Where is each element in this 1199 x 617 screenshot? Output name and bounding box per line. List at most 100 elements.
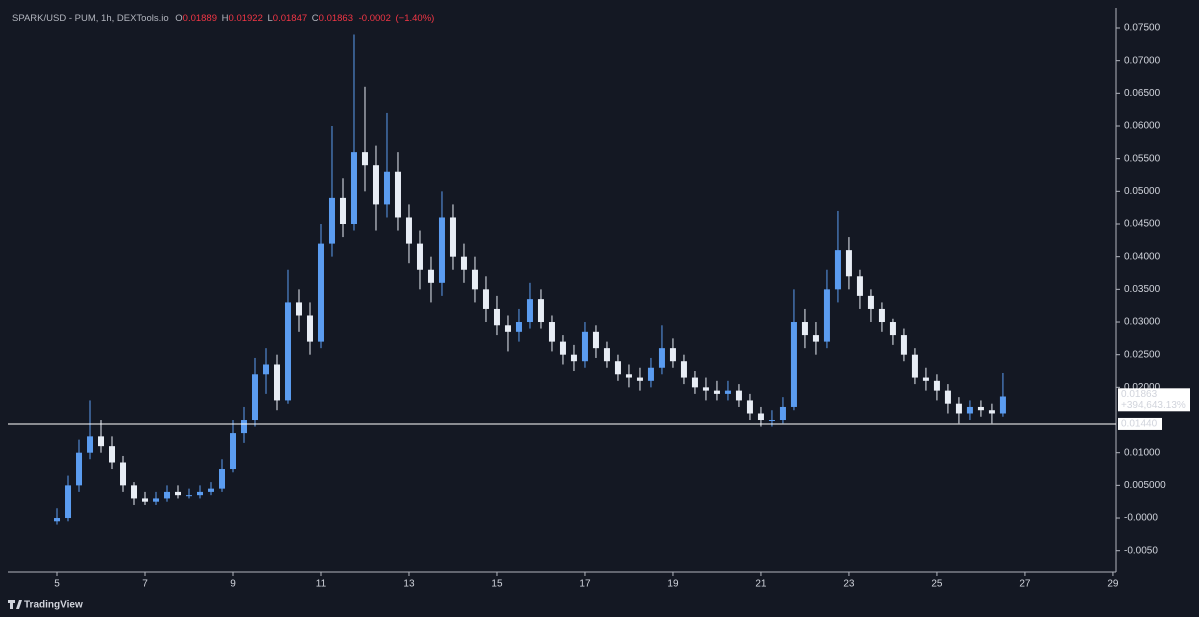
candle-body bbox=[361, 152, 368, 166]
y-tick-label: 0.07000 bbox=[1124, 55, 1161, 66]
x-tick-label: 11 bbox=[316, 579, 327, 590]
candle-body bbox=[438, 217, 445, 283]
candle-body bbox=[87, 436, 94, 453]
candle-body bbox=[944, 390, 951, 404]
y-tick-label: 0.05000 bbox=[1124, 186, 1161, 197]
candle-body bbox=[416, 243, 423, 270]
candle-body bbox=[548, 322, 555, 342]
candle-body bbox=[372, 165, 379, 205]
candle-body bbox=[526, 299, 533, 323]
x-tick-label: 25 bbox=[931, 579, 943, 590]
candle-body bbox=[867, 295, 874, 309]
candle-body bbox=[922, 377, 929, 381]
candle-body bbox=[218, 469, 225, 489]
candle-body bbox=[801, 322, 808, 336]
candle-body bbox=[142, 498, 149, 502]
x-tick-label: 29 bbox=[1107, 579, 1119, 590]
y-tick-label: 0.005000 bbox=[1124, 480, 1166, 491]
candle-body bbox=[383, 171, 390, 205]
candle-body bbox=[702, 387, 709, 391]
candle-body bbox=[977, 406, 984, 411]
candle-body bbox=[109, 446, 116, 463]
candle-body bbox=[570, 354, 577, 362]
candle-body bbox=[471, 269, 478, 290]
candle-body bbox=[339, 197, 346, 225]
x-tick-label: 7 bbox=[142, 579, 148, 590]
ohlc-value: 0.01889 bbox=[183, 13, 217, 24]
candle-body bbox=[933, 380, 940, 391]
y-tick-label: 0.04000 bbox=[1124, 251, 1161, 262]
y-tick-label: 0.07500 bbox=[1124, 23, 1161, 34]
candle-body bbox=[823, 289, 830, 342]
candle-body bbox=[768, 420, 775, 422]
candle-body bbox=[54, 518, 61, 522]
change-pct: (−1.40%) bbox=[396, 13, 435, 24]
candle-body bbox=[482, 289, 489, 309]
candle-body bbox=[207, 488, 214, 492]
change: -0.0002 bbox=[359, 13, 391, 24]
y-tick-label: 0.06500 bbox=[1124, 88, 1161, 99]
candle-body bbox=[790, 322, 797, 407]
candle-body bbox=[988, 410, 995, 414]
candle-body bbox=[153, 498, 160, 502]
candle-body bbox=[779, 406, 786, 421]
candle-body bbox=[603, 348, 610, 362]
x-tick-label: 15 bbox=[491, 579, 503, 590]
x-tick-label: 21 bbox=[755, 579, 767, 590]
candle-body bbox=[746, 400, 753, 414]
y-tick-label: -0.0000 bbox=[1124, 513, 1158, 524]
candle-body bbox=[955, 403, 962, 414]
candle-body bbox=[647, 367, 654, 381]
ohlc-key: L bbox=[268, 13, 273, 24]
y-tick-label: -0.0050 bbox=[1124, 545, 1158, 556]
candle-body bbox=[614, 361, 621, 375]
candle-body bbox=[262, 364, 269, 375]
candle-body bbox=[240, 420, 247, 434]
legend-header: SPARK/USD - PUM, 1h, DEXTools.io O0.0188… bbox=[12, 13, 434, 24]
y-tick-label: 0.02500 bbox=[1124, 349, 1161, 360]
y-tick-label: 0.03500 bbox=[1124, 284, 1161, 295]
candle-body bbox=[911, 354, 918, 378]
x-tick-label: 17 bbox=[579, 579, 591, 590]
x-tick-label: 9 bbox=[230, 579, 236, 590]
candle-body bbox=[713, 390, 720, 394]
candle-body bbox=[131, 485, 138, 499]
candle-body bbox=[164, 491, 171, 499]
candle-body bbox=[515, 322, 522, 332]
candle-body bbox=[251, 374, 258, 421]
candle-body bbox=[625, 374, 632, 378]
symbol-title: SPARK/USD - PUM, 1h, DEXTools.io bbox=[12, 13, 169, 24]
candle-body bbox=[229, 433, 236, 470]
ohlc-key: O bbox=[175, 13, 182, 24]
ohlc-value: 0.01847 bbox=[273, 13, 307, 24]
candle-body bbox=[834, 250, 841, 290]
candle-body bbox=[295, 302, 302, 316]
x-tick-label: 23 bbox=[843, 579, 855, 590]
candle-body bbox=[284, 302, 291, 401]
last-price-box bbox=[1118, 388, 1190, 412]
candle-body bbox=[186, 495, 193, 497]
candle-body bbox=[889, 322, 896, 336]
ohlc-key: H bbox=[222, 13, 229, 24]
hline-label: 0.01440 bbox=[1121, 419, 1158, 430]
candle-body bbox=[900, 335, 907, 355]
candle-body bbox=[581, 331, 588, 362]
x-tick-label: 5 bbox=[54, 579, 60, 590]
x-tick-label: 19 bbox=[667, 579, 679, 590]
y-tick-label: 0.05500 bbox=[1124, 153, 1161, 164]
last-change-label: +394,643.13% bbox=[1121, 400, 1186, 411]
y-tick-label: 0.06000 bbox=[1124, 121, 1161, 132]
candle-body bbox=[460, 256, 467, 270]
candle-body bbox=[735, 390, 742, 401]
candle-body bbox=[328, 197, 335, 244]
candle-body bbox=[196, 491, 203, 496]
candle-body bbox=[658, 348, 665, 368]
candle-body bbox=[449, 217, 456, 257]
candle-body bbox=[273, 364, 280, 401]
hline-label-box bbox=[1118, 417, 1162, 430]
candle-body bbox=[537, 299, 544, 323]
candle-body bbox=[317, 243, 324, 342]
candle-body bbox=[76, 452, 83, 486]
last-price-label: 0.01863 bbox=[1121, 389, 1158, 400]
ohlc-value: 0.01922 bbox=[229, 13, 263, 24]
